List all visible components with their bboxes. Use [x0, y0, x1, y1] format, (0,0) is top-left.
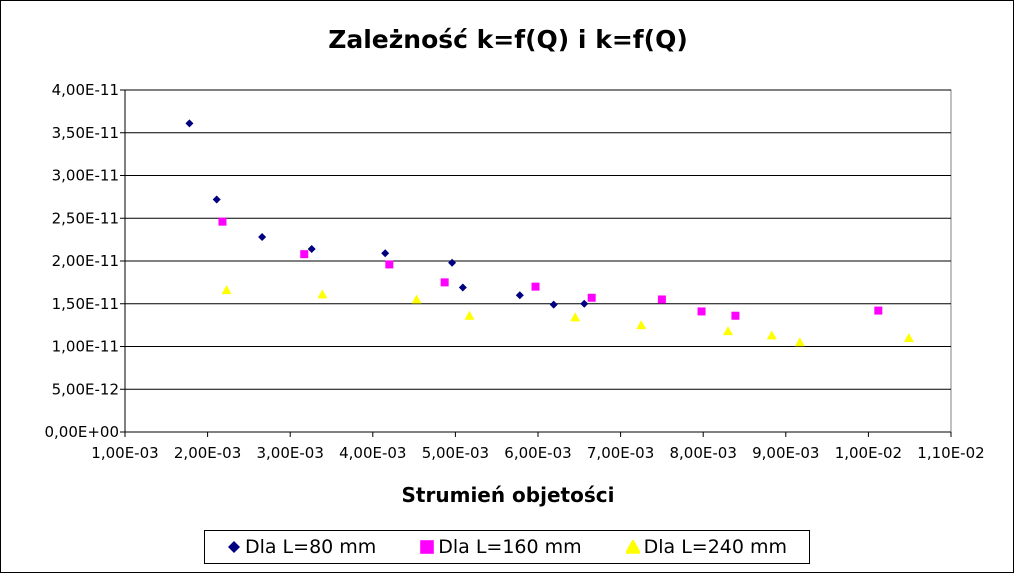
- data-point-series-1: [448, 258, 457, 267]
- legend-label: Dla L=160 mm: [438, 536, 582, 558]
- legend-label: Dla L=240 mm: [643, 536, 788, 558]
- legend-entry: Dla L=80 mm: [227, 536, 376, 558]
- x-tick-label: 1,10E-02: [917, 444, 984, 462]
- y-tick-label: 4,00E-11: [52, 81, 119, 99]
- data-point-series-3: [722, 326, 733, 336]
- x-tick-label: 9,00E-03: [752, 444, 819, 462]
- y-tick-label: 1,00E-11: [52, 338, 119, 356]
- data-point-series-2: [440, 278, 449, 287]
- data-point-series-1: [549, 300, 558, 309]
- data-point-series-1: [381, 249, 390, 258]
- data-point-series-2: [218, 217, 227, 226]
- y-tick-label: 3,50E-11: [52, 124, 119, 142]
- y-tick-label: 5,00E-12: [52, 380, 119, 398]
- legend-marker: [227, 541, 240, 553]
- data-point-series-1: [258, 233, 267, 242]
- legend-marker-shape: [625, 540, 640, 554]
- data-point-series-2: [587, 293, 596, 302]
- x-tick-label: 1,00E-03: [91, 444, 158, 462]
- x-tick-label: 4,00E-03: [339, 444, 406, 462]
- data-point-series-3: [903, 332, 914, 342]
- x-tick-label: 5,00E-03: [422, 444, 489, 462]
- data-point-series-2: [697, 307, 706, 316]
- data-point-series-1: [580, 299, 589, 308]
- y-tick-label: 2,50E-11: [52, 209, 119, 227]
- chart-title: Zależność k=f(Q) i k=f(Q): [328, 25, 688, 54]
- data-point-series-2: [657, 295, 666, 304]
- data-point-series-1: [458, 283, 467, 292]
- data-point-series-2: [300, 250, 309, 259]
- legend-label: Dla L=80 mm: [244, 536, 377, 558]
- data-point-series-1: [212, 195, 221, 204]
- y-tick-label: 3,00E-11: [52, 167, 119, 185]
- y-tick-label: 2,00E-11: [52, 252, 119, 270]
- data-point-series-1: [185, 119, 194, 128]
- x-tick-label: 7,00E-03: [587, 444, 654, 462]
- data-point-series-1: [307, 245, 316, 254]
- legend-marker: [625, 540, 640, 554]
- y-tick-label: 0,00E+00: [44, 423, 119, 441]
- data-point-series-1: [515, 291, 524, 300]
- data-point-series-3: [464, 310, 475, 320]
- legend-marker-shape: [420, 540, 435, 554]
- legend-entry: Dla L=160 mm: [420, 536, 582, 558]
- data-point-series-2: [731, 311, 740, 320]
- x-tick-label: 3,00E-03: [257, 444, 324, 462]
- data-point-series-3: [317, 289, 328, 299]
- data-point-series-3: [636, 320, 647, 330]
- data-point-series-2: [385, 260, 394, 269]
- data-point-series-2: [874, 306, 883, 315]
- x-tick-label: 6,00E-03: [504, 444, 571, 462]
- data-point-series-3: [411, 294, 422, 304]
- legend-marker: [420, 540, 435, 554]
- data-point-series-2: [531, 282, 540, 291]
- data-point-series-3: [794, 337, 805, 347]
- data-point-series-3: [766, 330, 777, 340]
- x-tick-label: 1,00E-02: [835, 444, 902, 462]
- x-tick-label: 2,00E-03: [174, 444, 241, 462]
- y-tick-label: 1,50E-11: [52, 295, 119, 313]
- data-point-series-3: [570, 312, 581, 322]
- x-tick-label: 8,00E-03: [670, 444, 737, 462]
- data-point-series-3: [221, 285, 232, 295]
- x-axis-label: Strumień objetości: [401, 483, 615, 507]
- legend-entry: Dla L=240 mm: [625, 536, 788, 558]
- legend-marker-shape: [227, 541, 240, 553]
- legend: Dla L=80 mm Dla L=160 mm Dla L=240 mm: [204, 530, 810, 564]
